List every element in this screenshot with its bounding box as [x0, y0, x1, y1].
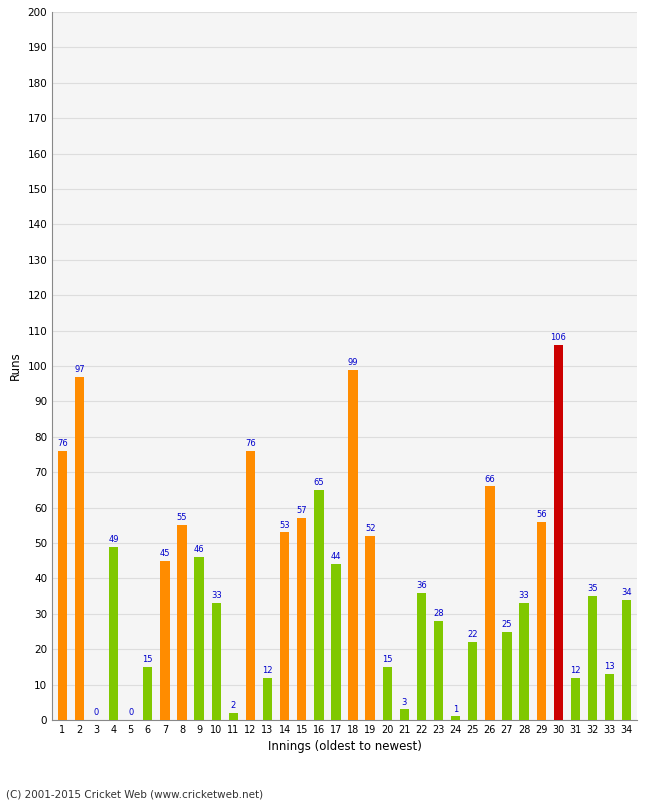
Text: 76: 76 [57, 439, 68, 448]
Text: (C) 2001-2015 Cricket Web (www.cricketweb.net): (C) 2001-2015 Cricket Web (www.cricketwe… [6, 790, 264, 800]
Bar [622, 600, 631, 720]
Text: 12: 12 [263, 666, 273, 674]
Text: 56: 56 [536, 510, 547, 519]
Text: 25: 25 [502, 620, 512, 629]
Bar [280, 532, 289, 720]
Text: 53: 53 [280, 521, 290, 530]
Text: 2: 2 [231, 701, 236, 710]
Text: 22: 22 [467, 630, 478, 639]
Bar [297, 518, 306, 720]
Text: 34: 34 [621, 588, 632, 597]
Bar [229, 713, 238, 720]
Text: 44: 44 [331, 553, 341, 562]
Bar [314, 490, 324, 720]
Bar [434, 621, 443, 720]
Bar [383, 667, 392, 720]
Bar [588, 596, 597, 720]
Bar [143, 667, 153, 720]
Text: 55: 55 [177, 514, 187, 522]
Text: 15: 15 [142, 655, 153, 664]
Bar [211, 603, 221, 720]
Bar [485, 486, 495, 720]
Text: 65: 65 [313, 478, 324, 487]
Text: 12: 12 [570, 666, 580, 674]
Text: 33: 33 [519, 591, 530, 600]
Bar [536, 522, 546, 720]
Text: 76: 76 [245, 439, 256, 448]
Bar [519, 603, 529, 720]
Text: 97: 97 [74, 365, 85, 374]
Bar [160, 561, 170, 720]
Text: 0: 0 [94, 708, 99, 717]
Bar [58, 451, 67, 720]
Text: 35: 35 [587, 584, 598, 594]
Text: 28: 28 [434, 609, 444, 618]
Text: 66: 66 [484, 474, 495, 483]
Text: 0: 0 [128, 708, 133, 717]
Bar [468, 642, 478, 720]
Text: 52: 52 [365, 524, 376, 533]
Bar [554, 345, 563, 720]
Text: 13: 13 [604, 662, 615, 671]
Bar [605, 674, 614, 720]
Bar [365, 536, 375, 720]
Text: 57: 57 [296, 506, 307, 515]
Text: 1: 1 [453, 705, 458, 714]
Text: 36: 36 [416, 581, 427, 590]
Bar [451, 717, 460, 720]
Bar [348, 370, 358, 720]
Text: 45: 45 [160, 549, 170, 558]
Bar [502, 631, 512, 720]
Bar [417, 593, 426, 720]
Bar [571, 678, 580, 720]
Bar [332, 564, 341, 720]
Text: 99: 99 [348, 358, 358, 366]
Bar [194, 557, 204, 720]
Bar [177, 526, 187, 720]
Bar [263, 678, 272, 720]
Text: 3: 3 [402, 698, 407, 706]
Bar [75, 377, 84, 720]
X-axis label: Innings (oldest to newest): Innings (oldest to newest) [268, 741, 421, 754]
Y-axis label: Runs: Runs [9, 352, 22, 380]
Bar [400, 710, 409, 720]
Text: 33: 33 [211, 591, 222, 600]
Text: 46: 46 [194, 546, 204, 554]
Text: 49: 49 [109, 534, 119, 544]
Bar [109, 546, 118, 720]
Text: 106: 106 [551, 333, 566, 342]
Text: 15: 15 [382, 655, 393, 664]
Bar [246, 451, 255, 720]
